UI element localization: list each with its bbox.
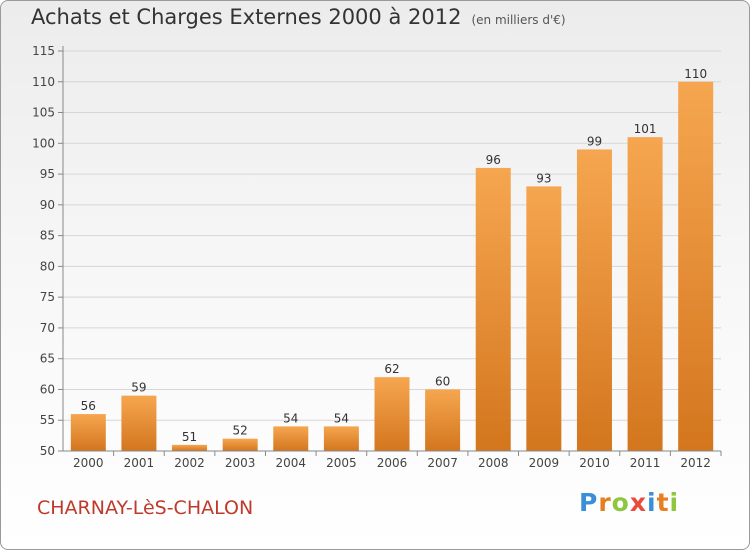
x-tick-label: 2004: [275, 456, 306, 470]
bar: [374, 377, 410, 451]
x-tick-label: 2008: [478, 456, 509, 470]
proxiti-logo: Proxiti: [579, 488, 679, 517]
y-tick-label: 105: [32, 106, 55, 120]
data-label: 60: [435, 374, 450, 388]
x-tick-label: 2001: [124, 456, 155, 470]
bar: [70, 414, 106, 451]
x-tick-label: 2000: [73, 456, 104, 470]
data-label: 99: [587, 134, 602, 148]
chart-title-text: Achats et Charges Externes 2000 à 2012: [31, 5, 462, 29]
logo-letter: t: [656, 488, 670, 517]
bar: [576, 149, 612, 451]
data-label: 101: [634, 122, 657, 136]
data-label: 56: [81, 399, 96, 413]
x-tick-label: 2011: [630, 456, 661, 470]
bar: [425, 389, 461, 451]
bar: [475, 167, 511, 451]
data-label: 51: [182, 430, 197, 444]
x-tick-label: 2012: [680, 456, 711, 470]
y-tick-label: 60: [40, 382, 55, 396]
data-label: 52: [233, 424, 248, 438]
data-label: 54: [283, 411, 298, 425]
axis-layer: 50 55 60 65 70 75 80 85 90 95 100 105 110 115 2000 2001…: [32, 44, 722, 470]
bar: [323, 426, 359, 451]
logo-letter: P: [579, 488, 599, 517]
x-tick-label: 2007: [427, 456, 458, 470]
y-tick-label: 110: [32, 75, 55, 89]
x-tick-label: 2005: [326, 456, 357, 470]
x-tick-label: 2002: [174, 456, 205, 470]
bar-layer: 56 59 51 52 54 54 62 60 96 93 99 101 110: [70, 67, 714, 452]
y-tick-label: 55: [40, 413, 55, 427]
bar: [273, 426, 309, 451]
y-tick-label: 75: [40, 290, 55, 304]
logo-letter: i: [647, 488, 657, 517]
logo-letter: r: [598, 488, 612, 517]
y-tick-label: 115: [32, 44, 55, 58]
data-label: 62: [384, 362, 399, 376]
y-tick-label: 100: [32, 136, 55, 150]
logo-letter: o: [611, 488, 630, 517]
data-label: 110: [684, 67, 707, 81]
x-tick-label: 2009: [529, 456, 560, 470]
bar: [172, 444, 208, 451]
data-label: 96: [486, 153, 501, 167]
y-tick-label: 95: [40, 167, 55, 181]
data-label: 54: [334, 411, 349, 425]
data-label: 93: [536, 171, 551, 185]
bar: [121, 395, 157, 451]
bar: [678, 81, 714, 452]
place-name: CHARNAY-LèS-CHALON: [37, 497, 254, 519]
y-tick-label: 85: [40, 229, 55, 243]
y-tick-label: 90: [40, 198, 55, 212]
bar: [526, 186, 562, 451]
x-tick-label: 2003: [225, 456, 256, 470]
x-tick-label: 2006: [377, 456, 408, 470]
x-tick-label: 2010: [579, 456, 610, 470]
bar: [222, 438, 258, 451]
chart-title: Achats et Charges Externes 2000 à 2012 (e…: [31, 5, 566, 29]
y-tick-label: 65: [40, 352, 55, 366]
logo-letter: x: [629, 488, 647, 517]
data-label: 59: [131, 381, 146, 395]
y-tick-label: 70: [40, 321, 55, 335]
logo-letter: i: [669, 488, 680, 517]
bar: [627, 137, 663, 451]
y-tick-label: 80: [40, 259, 55, 273]
chart-subtitle: (en milliers d'€): [471, 13, 566, 27]
y-tick-label: 50: [40, 444, 55, 458]
